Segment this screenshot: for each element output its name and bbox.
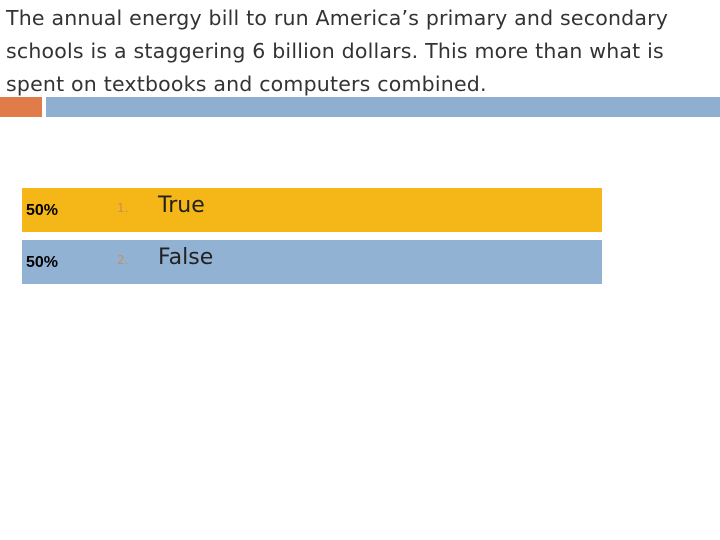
option-number: 2. bbox=[117, 253, 129, 267]
option-number: 1. bbox=[117, 201, 129, 215]
option-percent: 50% bbox=[26, 254, 59, 271]
accent-block bbox=[0, 97, 42, 117]
option-row: 50% 2. False bbox=[22, 240, 602, 284]
option-percent: 50% bbox=[26, 202, 59, 219]
option-label: False bbox=[158, 245, 214, 270]
accent-bar bbox=[46, 97, 720, 117]
slide-title: The annual energy bill to run America’s … bbox=[6, 6, 669, 96]
option-row: 50% 1. True bbox=[22, 188, 602, 232]
option-label: True bbox=[158, 193, 205, 218]
